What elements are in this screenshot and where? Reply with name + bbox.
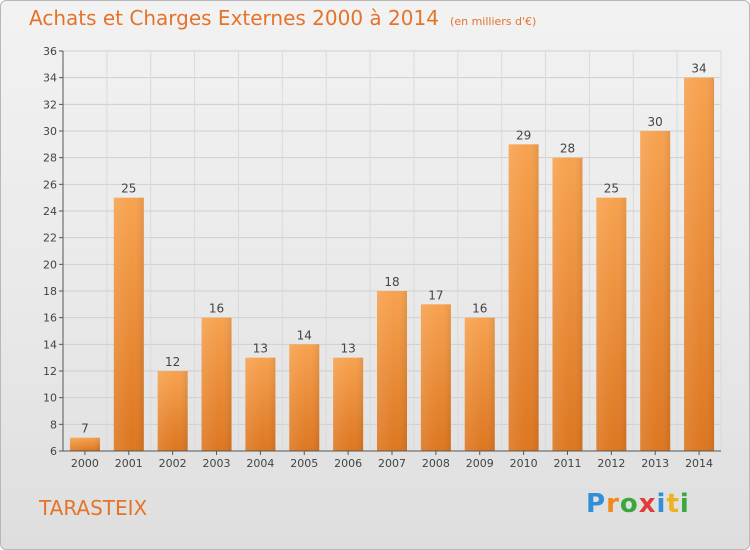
bar-value-label: 29 bbox=[516, 128, 531, 142]
x-tick-label: 2006 bbox=[334, 457, 362, 470]
bar-shade bbox=[69, 437, 100, 451]
bar-shade bbox=[552, 157, 583, 451]
y-tick-label: 18 bbox=[43, 285, 57, 298]
bar-shade bbox=[640, 131, 671, 451]
x-tick-label: 2010 bbox=[510, 457, 538, 470]
y-tick-label: 20 bbox=[43, 258, 57, 271]
bar-value-label: 17 bbox=[428, 288, 443, 302]
bar-value-label: 34 bbox=[691, 62, 706, 76]
logo-letter: i bbox=[656, 489, 667, 519]
bar-shade bbox=[245, 357, 276, 451]
bar-shade bbox=[684, 77, 715, 452]
bar-shade bbox=[464, 317, 495, 451]
y-tick-label: 10 bbox=[43, 392, 57, 405]
proxiti-logo: Proxiti bbox=[586, 489, 690, 519]
chart-title-unit: (en milliers d'€) bbox=[450, 15, 537, 28]
bar-value-label: 16 bbox=[472, 302, 487, 316]
bar-value-label: 13 bbox=[340, 342, 355, 356]
x-tick-label: 2001 bbox=[115, 457, 143, 470]
axes-group: 6 8 10 12 14 16 18 20 22 24 26 28 30 32 34 36 2000 2001 20… bbox=[43, 45, 721, 470]
y-tick-label: 12 bbox=[43, 365, 57, 378]
logo-letter: r bbox=[606, 489, 620, 519]
x-tick-label: 2005 bbox=[290, 457, 318, 470]
commune-name: TARASTEIX bbox=[39, 496, 148, 520]
bar-value-label: 30 bbox=[648, 115, 663, 129]
y-tick-label: 32 bbox=[43, 98, 57, 111]
x-tick-label: 2002 bbox=[159, 457, 187, 470]
bar-value-label: 7 bbox=[81, 422, 89, 436]
y-tick-label: 22 bbox=[43, 232, 57, 245]
bars-group: 7 25 12 16 13 14 13 18 17 16 29 28 25 30 34 bbox=[69, 62, 715, 452]
y-tick-label: 24 bbox=[43, 205, 57, 218]
bar-shade bbox=[289, 344, 320, 451]
y-tick-label: 16 bbox=[43, 312, 57, 325]
logo-letter: P bbox=[586, 489, 607, 519]
x-tick-label: 2011 bbox=[553, 457, 581, 470]
bar-shade bbox=[596, 197, 627, 451]
y-tick-label: 30 bbox=[43, 125, 57, 138]
bar-value-label: 18 bbox=[384, 275, 399, 289]
bar-value-label: 25 bbox=[121, 182, 136, 196]
y-tick-label: 8 bbox=[50, 418, 57, 431]
bar-value-label: 14 bbox=[297, 328, 312, 342]
y-tick-label: 34 bbox=[43, 72, 57, 85]
logo-letter: t bbox=[666, 489, 680, 519]
x-tick-label: 2003 bbox=[203, 457, 231, 470]
x-tick-label: 2007 bbox=[378, 457, 406, 470]
logo-letter: x bbox=[638, 489, 657, 519]
y-tick-label: 6 bbox=[50, 445, 57, 458]
bar-shade bbox=[157, 371, 188, 451]
bar-shade bbox=[333, 357, 364, 451]
bar-value-label: 12 bbox=[165, 355, 180, 369]
chart-title-main: Achats et Charges Externes 2000 à 2014 bbox=[29, 6, 439, 30]
bar-value-label: 25 bbox=[604, 182, 619, 196]
bar-shade bbox=[508, 144, 539, 452]
bar-value-label: 13 bbox=[253, 342, 268, 356]
bar-shade bbox=[201, 317, 232, 451]
x-tick-label: 2014 bbox=[685, 457, 713, 470]
logo-letter: o bbox=[619, 489, 639, 519]
x-tick-label: 2004 bbox=[246, 457, 274, 470]
y-tick-label: 26 bbox=[43, 178, 57, 191]
bar-value-label: 28 bbox=[560, 142, 575, 156]
x-tick-label: 2008 bbox=[422, 457, 450, 470]
x-tick-label: 2012 bbox=[597, 457, 625, 470]
y-tick-label: 28 bbox=[43, 152, 57, 165]
bar-shade bbox=[377, 291, 407, 451]
bar-value-label: 16 bbox=[209, 302, 224, 316]
x-tick-label: 2009 bbox=[466, 457, 494, 470]
bar-shade bbox=[420, 304, 451, 451]
y-tick-label: 36 bbox=[43, 45, 57, 58]
y-tick-label: 14 bbox=[43, 338, 57, 351]
x-tick-label: 2000 bbox=[71, 457, 99, 470]
x-tick-label: 2013 bbox=[641, 457, 669, 470]
chart-title: Achats et Charges Externes 2000 à 2014 (… bbox=[29, 6, 536, 30]
logo-letter: i bbox=[679, 489, 690, 519]
bar-shade bbox=[113, 197, 144, 451]
